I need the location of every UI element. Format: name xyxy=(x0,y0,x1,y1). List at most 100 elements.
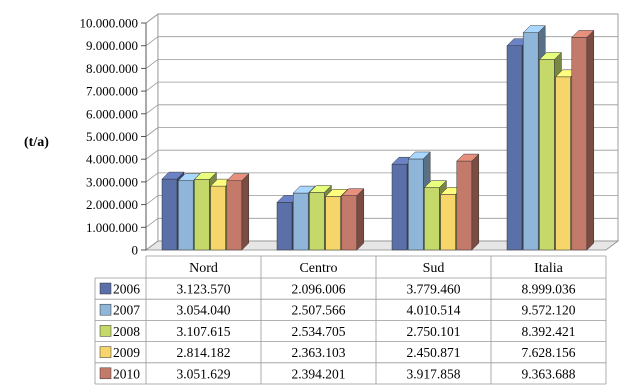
bar-top xyxy=(571,30,595,38)
bar-side xyxy=(356,188,365,251)
bar-sud-2007 xyxy=(407,151,431,251)
bar-side xyxy=(586,29,595,251)
table-cell: 3.123.570 xyxy=(177,282,231,297)
y-axis-ticks: 0 1.000.000 2.000.000 3.000.000 4.000.000 5.0… xyxy=(80,16,147,258)
bar-front xyxy=(456,160,473,251)
gridline-side xyxy=(145,59,159,69)
bar-top xyxy=(341,188,365,196)
bar-top xyxy=(292,185,316,194)
bar-top xyxy=(226,173,250,181)
y-tick-label: 6.000.000 xyxy=(86,106,138,121)
bar-front xyxy=(341,195,358,251)
legend-key-2007 xyxy=(99,303,112,316)
bar-top xyxy=(324,189,349,197)
gridline-side xyxy=(145,127,159,137)
bar-front xyxy=(210,185,226,251)
bar-front xyxy=(571,37,588,251)
bar-front xyxy=(161,178,178,251)
bar-front xyxy=(292,192,309,251)
bar-front xyxy=(391,163,408,251)
bar-top xyxy=(161,171,185,180)
table-cell: 3.051.629 xyxy=(177,366,231,381)
y-tick-label: 2.000.000 xyxy=(86,197,138,212)
y-tick-label: 4.000.000 xyxy=(86,152,138,167)
y-tick-label: 9.000.000 xyxy=(86,38,138,53)
table-header-nord: Nord xyxy=(189,261,218,276)
legend-label-2007: 2007 xyxy=(113,303,140,318)
table-cell: 3.107.615 xyxy=(177,324,231,339)
y-axis-label: (t/a) xyxy=(24,135,49,150)
table-cell: 3.779.460 xyxy=(407,282,461,297)
bar-side xyxy=(241,173,250,251)
bar-italia-2010 xyxy=(571,29,595,251)
bar-front xyxy=(407,158,424,251)
table-cell: 8.392.421 xyxy=(522,324,576,339)
legend-key-2010 xyxy=(99,367,112,380)
bar-front xyxy=(226,180,243,251)
bar-front xyxy=(440,194,456,251)
bar-front xyxy=(555,76,571,251)
bar-front xyxy=(424,187,440,251)
bar-top xyxy=(522,25,546,33)
table-cell: 3.917.858 xyxy=(407,366,461,381)
bar-front xyxy=(539,59,555,251)
bars-group xyxy=(161,25,595,251)
table-header-sud: Sud xyxy=(423,261,445,276)
y-tick-label: 3.000.000 xyxy=(86,174,138,189)
gridline-side xyxy=(145,195,159,205)
y-tick-label: 1.000.000 xyxy=(86,220,138,235)
table-cell: 7.628.156 xyxy=(522,345,576,360)
gridline-side xyxy=(145,13,159,24)
bar-sud-2010 xyxy=(456,153,480,251)
table-header-centro: Centro xyxy=(299,261,337,276)
bar-top xyxy=(407,151,431,160)
table-cell: 2.394.201 xyxy=(292,366,346,381)
bar-front xyxy=(177,180,194,251)
bar-front xyxy=(194,179,210,251)
table-header-italia: Italia xyxy=(534,261,564,276)
y-tick-label: 10.000.000 xyxy=(80,16,139,31)
table-cell: 2.814.182 xyxy=(177,345,231,360)
bar-top xyxy=(538,52,563,60)
y-tick-label: 0 xyxy=(132,243,139,258)
y-tick-label: 8.000.000 xyxy=(86,61,138,76)
table-cell: 4.010.514 xyxy=(407,303,461,318)
bar-front xyxy=(276,202,293,251)
gridline-side xyxy=(145,149,159,160)
table-cell: 3.054.040 xyxy=(177,303,231,318)
legend-key-2009 xyxy=(99,346,112,358)
legend-label-2006: 2006 xyxy=(113,282,140,297)
table-cell: 2.450.871 xyxy=(407,345,461,360)
y-tick-label: 7.000.000 xyxy=(86,84,138,99)
bar-front xyxy=(506,45,523,251)
bar-top xyxy=(423,180,448,188)
bar-centro-2010 xyxy=(341,188,365,251)
gridline-side xyxy=(145,217,159,228)
bar-nord-2010 xyxy=(226,173,250,251)
table-cell: 2.363.103 xyxy=(292,345,346,360)
gridline-side xyxy=(145,104,159,115)
legend-label-2010: 2010 xyxy=(113,366,140,381)
gridline-side xyxy=(145,36,159,47)
legend-key-2008 xyxy=(99,325,112,337)
bar-front xyxy=(325,196,341,251)
table-cell: 2.507.566 xyxy=(292,303,346,318)
legend-label-2008: 2008 xyxy=(113,324,140,339)
legend-label-2009: 2009 xyxy=(113,345,140,360)
bar-top xyxy=(193,172,218,180)
gridline-side xyxy=(145,81,159,92)
gridline-side xyxy=(145,172,159,183)
bar-front xyxy=(309,192,325,251)
bar-front xyxy=(522,32,539,251)
table-cell: 9.572.120 xyxy=(522,303,576,318)
table-cell: 8.999.036 xyxy=(522,282,576,297)
bar-top xyxy=(308,185,333,193)
table-cell: 9.363.688 xyxy=(522,366,576,381)
y-tick-label: 5.000.000 xyxy=(86,129,138,144)
legend-key-2006 xyxy=(99,282,112,295)
table-cell: 2.534.705 xyxy=(292,324,346,339)
bar-side xyxy=(471,153,480,251)
table-cell: 2.750.101 xyxy=(407,324,461,339)
bar-top xyxy=(456,153,480,162)
